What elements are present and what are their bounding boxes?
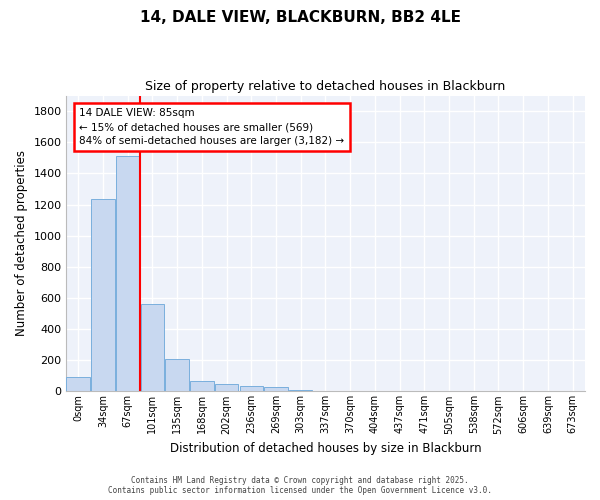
Title: Size of property relative to detached houses in Blackburn: Size of property relative to detached ho… — [145, 80, 506, 93]
Text: 14, DALE VIEW, BLACKBURN, BB2 4LE: 14, DALE VIEW, BLACKBURN, BB2 4LE — [139, 10, 461, 25]
Bar — [116, 156, 139, 392]
Text: 14 DALE VIEW: 85sqm
← 15% of detached houses are smaller (569)
84% of semi-detac: 14 DALE VIEW: 85sqm ← 15% of detached ho… — [79, 108, 344, 146]
Bar — [264, 388, 288, 392]
Bar — [67, 378, 90, 392]
Bar — [215, 384, 238, 392]
Bar — [166, 358, 189, 392]
Bar — [140, 304, 164, 392]
Text: Contains HM Land Registry data © Crown copyright and database right 2025.
Contai: Contains HM Land Registry data © Crown c… — [108, 476, 492, 495]
Bar — [91, 199, 115, 392]
Bar — [190, 382, 214, 392]
Y-axis label: Number of detached properties: Number of detached properties — [15, 150, 28, 336]
X-axis label: Distribution of detached houses by size in Blackburn: Distribution of detached houses by size … — [170, 442, 481, 455]
Bar — [289, 390, 313, 392]
Bar — [239, 386, 263, 392]
